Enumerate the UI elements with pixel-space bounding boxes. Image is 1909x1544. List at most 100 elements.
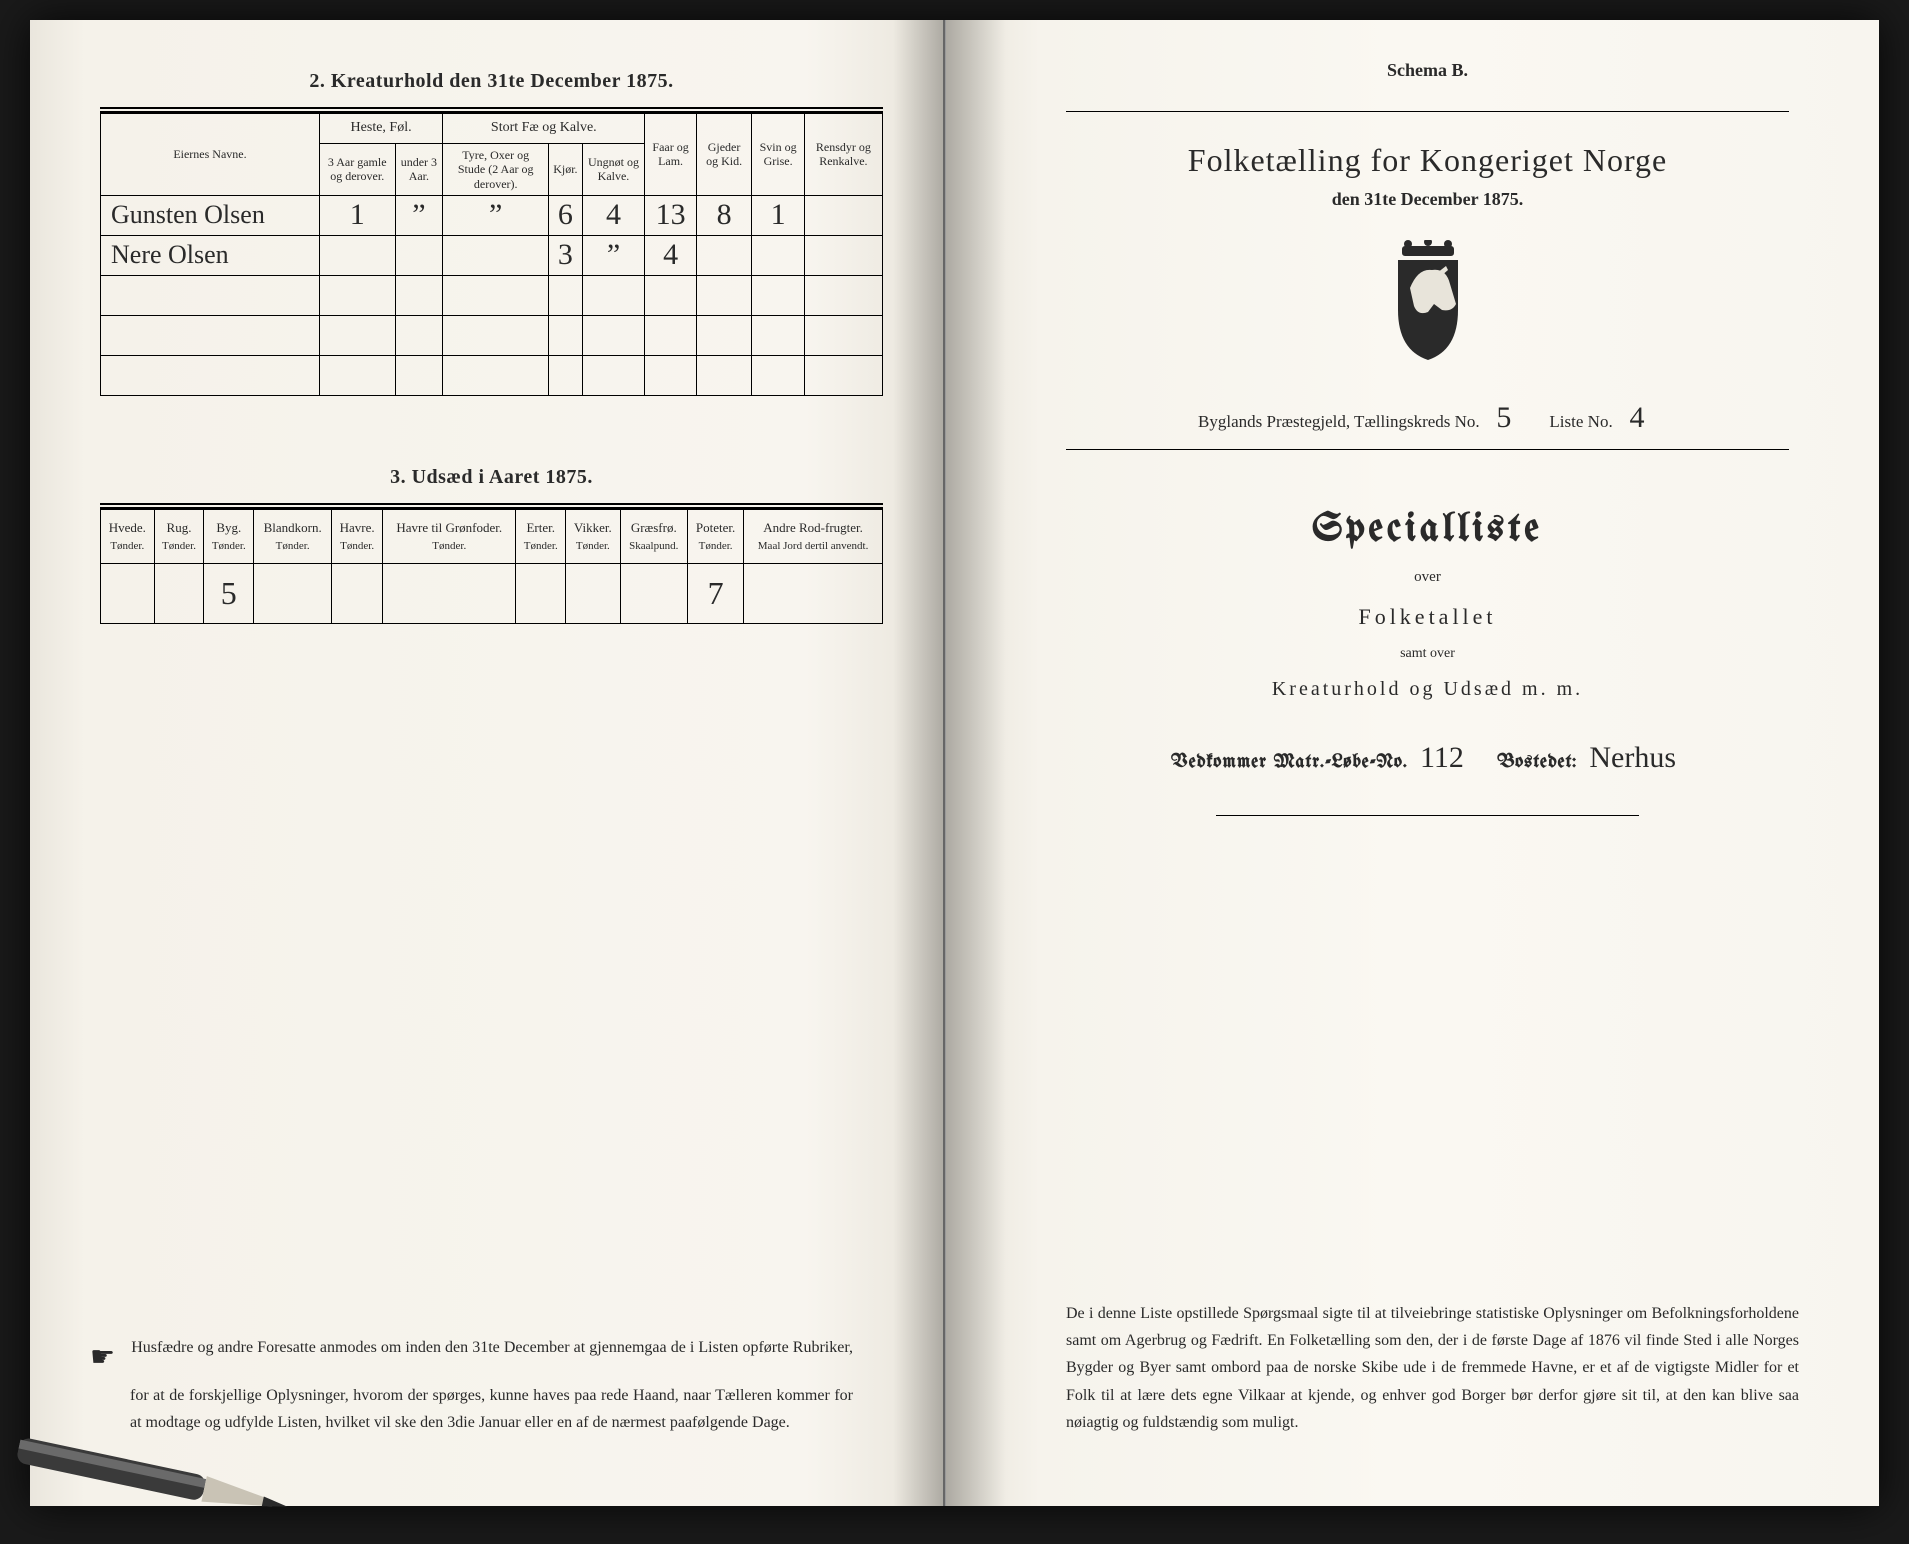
cell-value <box>395 235 443 275</box>
empty-cell <box>395 355 443 395</box>
seed-col-header: Poteter.Tønder. <box>688 509 744 563</box>
empty-cell <box>319 275 395 315</box>
table-row <box>101 275 883 315</box>
col-stor-b: Kjør. <box>549 143 582 195</box>
livestock-table: Eiernes Navne. Heste, Føl. Stort Fæ og K… <box>100 113 883 396</box>
col-svin: Svin og Grise. <box>752 114 804 196</box>
cell-value: 4 <box>582 195 645 235</box>
empty-cell <box>101 315 320 355</box>
vedkommer-line: Vedkommer Matr.-Løbe-No. 112 Bostedet: N… <box>1036 741 1819 775</box>
empty-cell <box>319 355 395 395</box>
empty-cell <box>443 275 549 315</box>
col-heste-b: under 3 Aar. <box>395 143 443 195</box>
empty-cell <box>804 355 882 395</box>
cell-value: 3 <box>549 235 582 275</box>
section3-title: 3. Udsæd i Aaret 1875. <box>100 466 883 489</box>
seed-col-header: Havre til Grønfoder.Tønder. <box>383 509 516 563</box>
empty-cell <box>443 315 549 355</box>
empty-cell <box>752 315 804 355</box>
cell-value: 4 <box>645 235 696 275</box>
col-name: Eiernes Navne. <box>101 114 320 196</box>
seed-col-header: Byg.Tønder. <box>204 509 254 563</box>
empty-cell <box>319 315 395 355</box>
empty-cell <box>752 355 804 395</box>
seed-table: Hvede.Tønder.Rug.Tønder.Byg.Tønder.Bland… <box>100 509 883 624</box>
empty-cell <box>804 315 882 355</box>
empty-cell <box>549 355 582 395</box>
seed-col-header: Havre.Tønder. <box>332 509 383 563</box>
empty-cell <box>582 275 645 315</box>
seed-value <box>332 563 383 623</box>
grp-storfe: Stort Fæ og Kalve. <box>443 114 645 144</box>
col-stor-c: Ungnøt og Kalve. <box>582 143 645 195</box>
seed-col-header: Rug.Tønder. <box>154 509 204 563</box>
seed-col-header: Andre Rod-frugter.Maal Jord dertil anven… <box>744 509 883 563</box>
left-page: 2. Kreaturhold den 31te December 1875. E… <box>30 20 945 1506</box>
seed-value <box>744 563 883 623</box>
book-spread: 2. Kreaturhold den 31te December 1875. E… <box>30 20 1879 1506</box>
empty-cell <box>582 315 645 355</box>
cell-value: 6 <box>549 195 582 235</box>
empty-cell <box>101 275 320 315</box>
seed-col-header: Græsfrø.Skaalpund. <box>620 509 688 563</box>
empty-cell <box>645 275 696 315</box>
cell-value <box>443 235 549 275</box>
col-faar: Faar og Lam. <box>645 114 696 196</box>
seed-value: 5 <box>204 563 254 623</box>
cell-value: 13 <box>645 195 696 235</box>
col-heste-a: 3 Aar gamle og derover. <box>319 143 395 195</box>
parish-line: Byglands Præstegjeld, Tællingskreds No. … <box>1036 401 1819 435</box>
folketallet-label: Folketallet <box>1036 604 1819 630</box>
empty-cell <box>549 275 582 315</box>
empty-cell <box>696 275 752 315</box>
cell-value: ” <box>582 235 645 275</box>
seed-value <box>154 563 204 623</box>
samt-label: samt over <box>1036 646 1819 662</box>
seed-col-header: Erter.Tønder. <box>516 509 566 563</box>
col-gjed: Gjeder og Kid. <box>696 114 752 196</box>
footnote-text: Husfædre og andre Foresatte anmodes om i… <box>130 1339 853 1431</box>
cell-value <box>696 235 752 275</box>
seed-value <box>516 563 566 623</box>
seed-value <box>620 563 688 623</box>
table-row <box>101 315 883 355</box>
left-footnote: ☛ Husfædre og andre Foresatte anmodes om… <box>130 1334 853 1436</box>
cell-value: 1 <box>752 195 804 235</box>
empty-cell <box>696 315 752 355</box>
empty-cell <box>645 355 696 395</box>
rule <box>1066 449 1789 450</box>
parish-mid: Præstegjeld, Tællingskreds No. <box>1267 412 1484 431</box>
over-label: over <box>1036 569 1819 586</box>
seed-value <box>254 563 332 623</box>
parish-prefix: Byglands <box>1198 412 1262 431</box>
empty-cell <box>645 315 696 355</box>
section2-title: 2. Kreaturhold den 31te December 1875. <box>100 70 883 93</box>
cell-value <box>804 235 882 275</box>
seed-col-header: Blandkorn.Tønder. <box>254 509 332 563</box>
grp-heste: Heste, Føl. <box>319 114 442 144</box>
cell-value <box>752 235 804 275</box>
coat-of-arms-icon <box>1036 240 1819 375</box>
table-row <box>101 355 883 395</box>
right-footnote: De i denne Liste opstillede Spørgsmaal s… <box>1066 1300 1799 1436</box>
liste-label: Liste No. <box>1549 412 1617 431</box>
cell-value: 8 <box>696 195 752 235</box>
empty-cell <box>549 315 582 355</box>
cell-value: 1 <box>319 195 395 235</box>
rule <box>1066 111 1789 112</box>
table-row: Nere Olsen3”4 <box>101 235 883 275</box>
seed-col-header: Hvede.Tønder. <box>101 509 155 563</box>
cell-value <box>319 235 395 275</box>
rule <box>1216 815 1639 816</box>
cell-value <box>804 195 882 235</box>
bostedet-label: Bostedet: <box>1497 752 1577 772</box>
bostedet-value: Nerhus <box>1581 741 1684 774</box>
empty-cell <box>443 355 549 395</box>
empty-cell <box>752 275 804 315</box>
seed-value <box>101 563 155 623</box>
seed-value: 7 <box>688 563 744 623</box>
vedk-label: Vedkommer Matr.-Løbe-No. <box>1171 752 1408 772</box>
vedk-no: 112 <box>1412 741 1472 774</box>
liste-no: 4 <box>1617 401 1657 435</box>
right-page: Schema B. Folketælling for Kongeriget No… <box>945 20 1879 1506</box>
